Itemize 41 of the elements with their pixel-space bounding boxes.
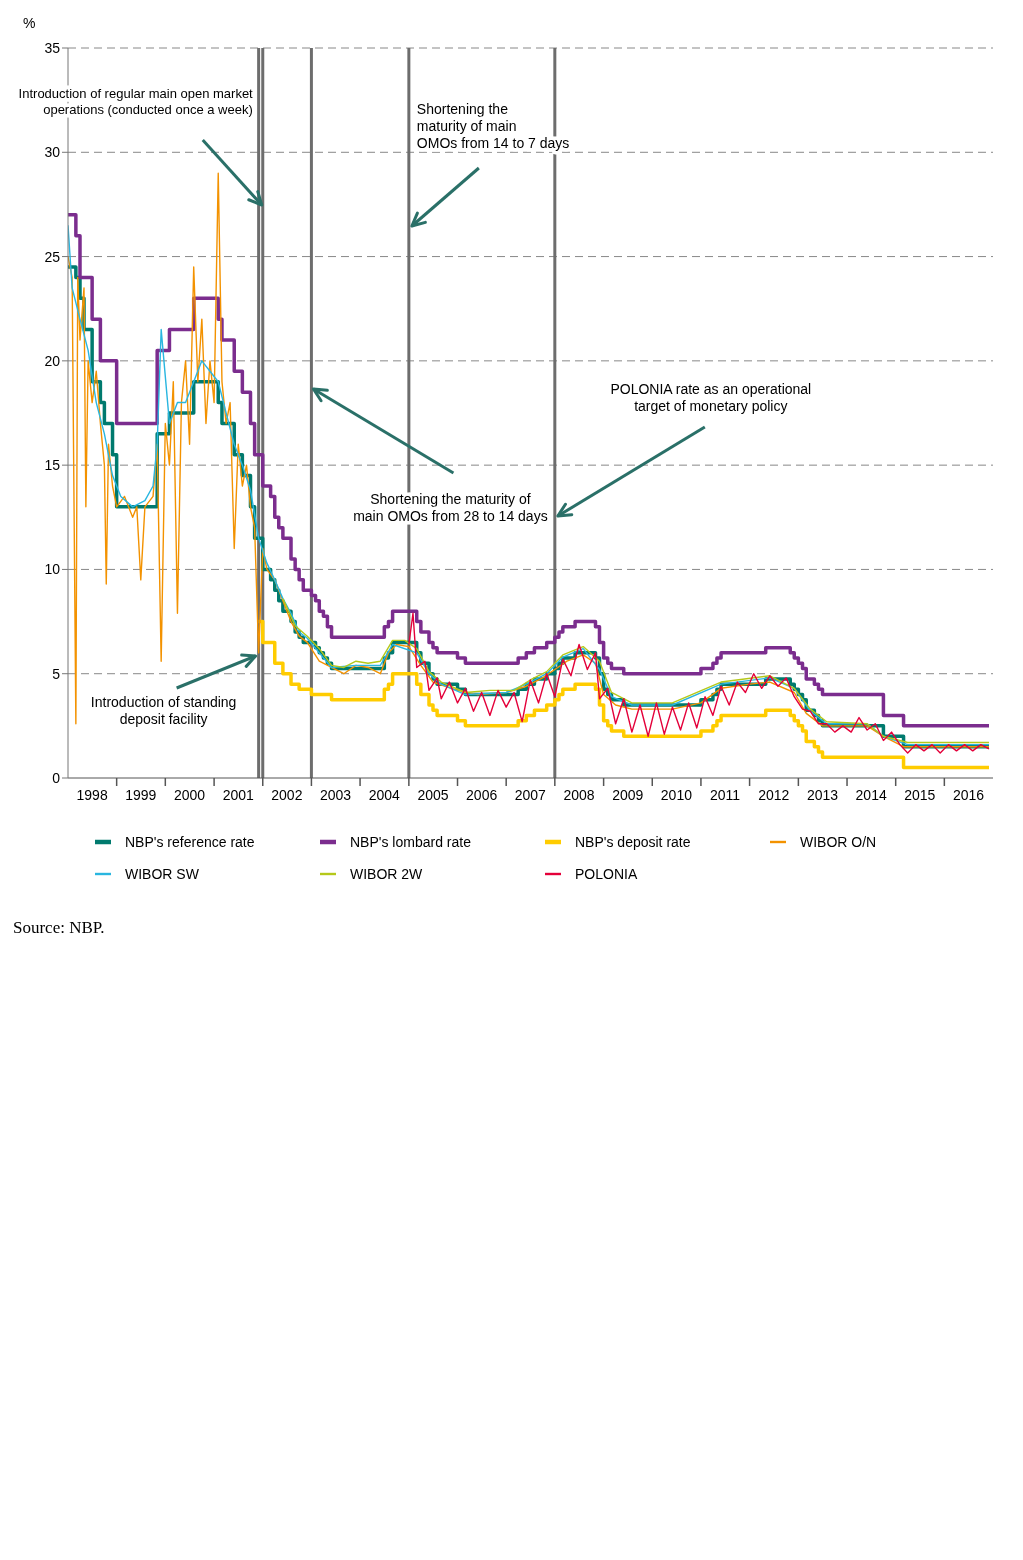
x-tick-label: 2004 (368, 787, 401, 803)
y-tick-label: 0 (52, 769, 61, 786)
x-tick-label: 2010 (660, 787, 693, 803)
line-series (282, 597, 990, 744)
legend-label: WIBOR SW (125, 866, 199, 882)
y-tick-label: 10 (44, 561, 61, 578)
legend-label: NBP's deposit rate (575, 834, 691, 850)
x-tick-label: 1999 (125, 787, 157, 803)
legend-label: NBP's reference rate (125, 834, 255, 850)
x-tick-label: 2001 (222, 787, 255, 803)
y-tick-label: 15 (44, 457, 61, 474)
x-tick-label: 2012 (758, 787, 790, 803)
y-axis-title: % (23, 14, 36, 31)
y-tick-label: 35 (44, 39, 61, 56)
ref-line-label: Introduction of standing deposit facility (90, 694, 237, 727)
legend-label: NBP's lombard rate (350, 834, 471, 850)
legend-label: WIBOR 2W (350, 866, 423, 882)
legend-label: WIBOR O/N (800, 834, 877, 850)
x-tick-label: 1998 (76, 787, 108, 803)
x-tick-label: 2008 (563, 787, 595, 803)
y-tick-label: 30 (44, 144, 61, 161)
x-tick-label: 2014 (855, 787, 887, 803)
y-tick-label: 20 (44, 352, 61, 369)
x-tick-label: 2002 (271, 787, 303, 803)
x-tick-label: 2013 (806, 787, 839, 803)
x-tick-label: 2006 (466, 787, 498, 803)
y-tick-label: 25 (44, 248, 61, 265)
x-tick-label: 2003 (319, 787, 352, 803)
x-tick-label: 2016 (953, 787, 985, 803)
x-tick-label: 2000 (174, 787, 206, 803)
line-series (408, 612, 990, 754)
x-tick-label: 2015 (904, 787, 936, 803)
ref-line-label: Introduction of regular main open market operations (conducted once a week) (18, 86, 254, 117)
source-note: Source: NBP. (13, 918, 105, 938)
y-tick-label: 5 (52, 665, 61, 682)
x-tick-label: 2011 (710, 787, 741, 803)
x-tick-label: 2007 (514, 787, 547, 803)
legend-label: POLONIA (575, 866, 638, 882)
ref-line-label: POLONIA rate as an operational target of monetary policy (610, 381, 812, 414)
x-tick-label: 2009 (612, 787, 644, 803)
x-tick-label: 2005 (417, 787, 449, 803)
